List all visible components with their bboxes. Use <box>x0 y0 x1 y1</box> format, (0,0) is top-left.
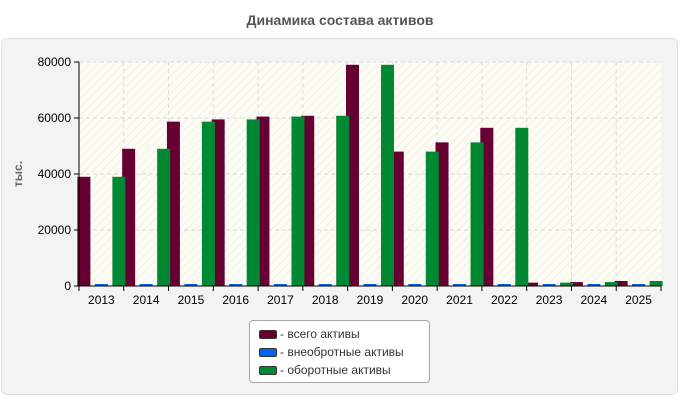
bar-0-2016 <box>211 119 225 287</box>
x-tick-label: 2023 <box>536 293 563 307</box>
x-tick-label: 2020 <box>401 293 428 307</box>
bar-1-2023 <box>542 284 556 286</box>
bar-1-2019 <box>363 284 377 286</box>
bar-2-2016 <box>246 119 260 287</box>
bar-2-2019 <box>381 64 394 286</box>
legend-swatch-current <box>259 365 277 375</box>
bar-1-2021 <box>453 284 467 286</box>
bar-2-2020 <box>425 151 439 286</box>
bar-0-2017 <box>256 116 270 286</box>
bar-1-2022 <box>497 284 511 286</box>
x-tick-label: 2014 <box>133 293 160 307</box>
bar-1-2025 <box>632 284 646 286</box>
legend: - всего активы - внеобротные активы - об… <box>249 320 430 383</box>
chart-title: Динамика состава активов <box>246 12 434 28</box>
legend-swatch-total <box>259 329 277 339</box>
bar-2-2025 <box>649 280 663 286</box>
bar-1-2015 <box>184 284 198 286</box>
bar-1-2017 <box>273 284 287 286</box>
bar-2-2024 <box>604 282 618 286</box>
bar-0-2025 <box>614 280 628 286</box>
bar-0-2020 <box>390 151 404 286</box>
legend-label-total: - всего активы <box>280 327 360 341</box>
x-tick-label: 2016 <box>222 293 249 307</box>
x-tick-label: 2025 <box>625 293 652 307</box>
bar-0-2019 <box>346 64 359 286</box>
bar-1-2014 <box>139 284 153 286</box>
y-tick-label: 0 <box>64 279 71 293</box>
bar-2-2021 <box>470 142 484 286</box>
x-tick-label: 2013 <box>88 293 115 307</box>
bar-0-2022 <box>480 127 494 286</box>
bar-0-2013 <box>77 176 91 286</box>
legend-label-current: - оборотные активы <box>280 363 391 377</box>
x-tick-label: 2018 <box>312 293 339 307</box>
bar-0-2014 <box>122 148 136 286</box>
bar-0-2015 <box>166 121 180 286</box>
x-tick-label: 2015 <box>178 293 205 307</box>
bar-0-2021 <box>435 142 449 286</box>
bar-0-2024 <box>569 282 583 286</box>
y-tick-label: 60000 <box>38 111 72 125</box>
bar-2-2015 <box>201 121 215 286</box>
y-tick-label: 20000 <box>38 223 72 237</box>
legend-label-noncurrent: - внеобротные активы <box>280 345 404 359</box>
legend-item-total: - всего активы <box>259 326 360 342</box>
bar-0-2018 <box>301 115 315 286</box>
bar-2-2018 <box>336 115 350 286</box>
bar-2-2013 <box>112 176 126 286</box>
legend-item-noncurrent: - внеобротные активы <box>259 344 404 360</box>
y-tick-label: 80000 <box>38 55 72 69</box>
bar-2-2014 <box>157 148 171 286</box>
legend-item-current: - оборотные активы <box>259 362 391 378</box>
y-axis-label: тыс. <box>11 161 25 187</box>
x-tick-label: 2024 <box>580 293 607 307</box>
bar-1-2013 <box>94 284 108 286</box>
y-tick-label: 40000 <box>38 167 72 181</box>
x-tick-label: 2019 <box>357 293 384 307</box>
x-tick-label: 2021 <box>446 293 473 307</box>
bar-2-2017 <box>291 116 305 286</box>
bar-0-2023 <box>525 282 539 286</box>
bar-1-2020 <box>408 284 422 286</box>
bar-2-2022 <box>515 127 529 286</box>
bar-2-2023 <box>560 282 574 286</box>
x-tick-label: 2022 <box>491 293 518 307</box>
legend-swatch-noncurrent <box>259 347 277 357</box>
bar-1-2024 <box>587 284 601 286</box>
x-tick-label: 2017 <box>267 293 294 307</box>
bar-1-2016 <box>229 284 243 286</box>
bar-1-2018 <box>318 284 332 286</box>
